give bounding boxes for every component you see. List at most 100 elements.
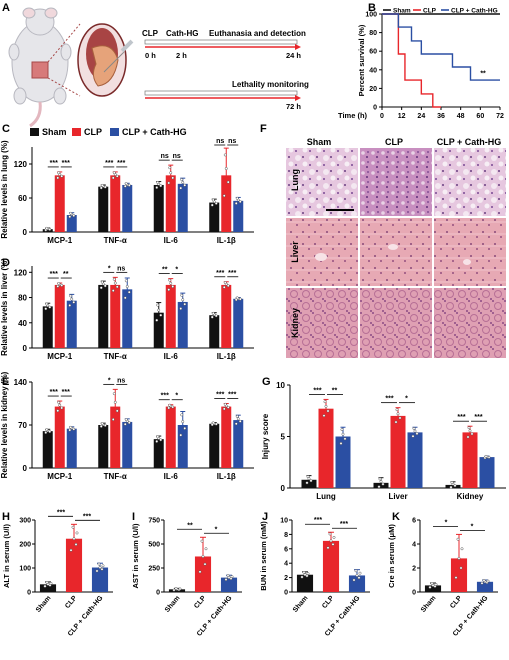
histology-liver-cath: [434, 218, 506, 286]
significance-label: ***: [161, 393, 169, 400]
data-point: [467, 426, 471, 430]
data-point: [204, 547, 208, 551]
data-point: [302, 570, 306, 574]
data-point: [306, 572, 310, 576]
bar-mcp-1-sham: [42, 431, 53, 468]
bar-mcp-1-clp: [54, 175, 65, 232]
panel-letter-f: F: [260, 123, 267, 135]
data-point: [100, 280, 104, 284]
y-axis-label: Percent survival (%): [357, 24, 366, 96]
time-24h: 24 h: [286, 51, 301, 60]
significance-label: **: [480, 70, 486, 77]
data-point: [328, 532, 332, 536]
y-tick-label: 5: [281, 433, 286, 442]
data-point: [224, 167, 228, 170]
data-point: [68, 215, 72, 219]
bar-mcp-1-clp: [54, 284, 65, 348]
data-point: [115, 409, 119, 413]
data-point: [69, 425, 73, 429]
data-point: [95, 569, 99, 573]
y-tick-label: 100: [365, 12, 377, 19]
panel-letter: J: [262, 511, 268, 523]
y-tick-label: 140: [14, 378, 28, 387]
y-tick-label: 0: [412, 590, 416, 597]
data-point: [71, 525, 75, 529]
data-point: [111, 289, 115, 293]
histology-col-clp: CLP: [385, 137, 403, 147]
legend-label: Sham: [42, 127, 67, 137]
data-point: [343, 437, 347, 441]
data-point: [203, 562, 207, 566]
data-point: [484, 454, 488, 458]
significance-label: ***: [228, 270, 236, 277]
data-point: [211, 198, 215, 202]
significance-label: ***: [313, 387, 321, 394]
legend-label: CLP + Cath-HG: [451, 8, 498, 15]
bar-il-1β-sham: [209, 202, 220, 232]
legend-label: CLP: [423, 8, 437, 15]
panel-letter: K: [392, 511, 400, 523]
data-point: [68, 428, 72, 432]
bar-il-1β-cath-hg: [233, 298, 244, 348]
data-point: [124, 279, 128, 283]
x-tick-label: 48: [457, 113, 465, 120]
data-point: [183, 183, 187, 187]
panel-letter: E: [2, 376, 9, 388]
y-tick-label: 4: [284, 561, 288, 568]
data-point: [179, 433, 183, 437]
y-axis-label: AST in serum (U/l): [131, 523, 140, 589]
legend-swatch: [110, 128, 119, 136]
data-point: [214, 201, 218, 205]
data-point: [413, 429, 417, 433]
y-tick-label: 40: [18, 319, 27, 328]
histology-liver-clp: [360, 218, 432, 286]
significance-label: ***: [62, 160, 70, 167]
bar-il-1β-sham: [209, 315, 220, 348]
data-point: [60, 174, 64, 178]
significance-label: **: [187, 522, 193, 529]
panel-letter: D: [2, 257, 10, 269]
data-point: [155, 439, 159, 443]
data-point: [211, 421, 215, 425]
significance-label: **: [162, 267, 168, 274]
data-point: [45, 302, 49, 306]
data-point: [172, 588, 176, 592]
data-point: [112, 277, 116, 281]
data-point: [210, 315, 214, 319]
bar-mcp-1-cath-hg: [66, 215, 77, 232]
bar-sham: [296, 574, 314, 592]
label-lethality: Lethality monitoring: [232, 80, 309, 89]
significance-label: ***: [50, 389, 58, 396]
data-point: [339, 442, 343, 445]
panel-letter: G: [262, 376, 271, 388]
data-point: [127, 290, 131, 294]
data-point: [171, 176, 175, 180]
x-tick-label: IL-1β: [217, 352, 236, 361]
y-axis-label: Cre in serum (μM): [387, 524, 396, 588]
significance-label: *: [471, 523, 474, 530]
y-axis-label: BUN in serum (mM): [259, 521, 268, 591]
bar-il-1β-cath-hg: [233, 200, 244, 232]
data-point: [238, 200, 242, 204]
panel-e-kidney-cytokines: E 0 70 140 Relative levels in kidney (%) MCP-…: [0, 371, 254, 481]
y-tick-label: 750: [148, 518, 160, 525]
data-point: [168, 166, 172, 170]
data-point: [167, 181, 171, 185]
data-point: [235, 196, 239, 200]
data-point: [460, 547, 464, 551]
data-point: [210, 203, 214, 207]
bar-il-6-cath-hg: [177, 425, 188, 468]
bar-liver-cath-hg: [407, 432, 423, 488]
data-point: [235, 296, 239, 300]
y-tick-label: 0: [373, 105, 377, 112]
x-tick-label: MCP-1: [47, 352, 72, 361]
significance-label: ns: [228, 138, 236, 145]
significance-label: *: [175, 267, 178, 274]
x-tick-label: Sham: [420, 595, 438, 614]
data-point: [224, 578, 228, 581]
bar-il-6-sham: [153, 184, 164, 232]
data-point: [411, 434, 415, 438]
data-point: [56, 409, 60, 413]
data-point: [72, 537, 76, 541]
